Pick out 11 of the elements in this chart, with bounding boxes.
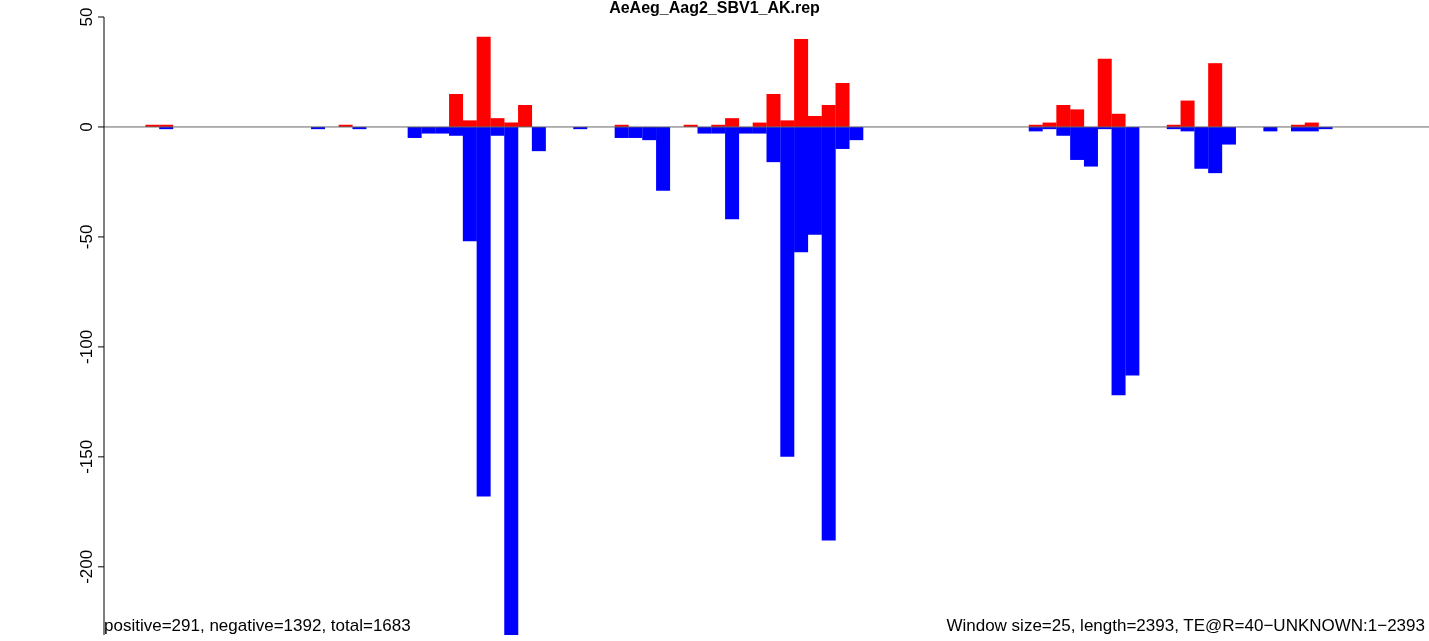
annotation: Window size=25, length=2393, TE@R=40−UNKNOWN:1−2393 xyxy=(946,616,1425,636)
y-tick-label: -100 xyxy=(77,329,96,364)
bar xyxy=(531,126,546,152)
bar xyxy=(1208,63,1223,127)
y-tick-label: 50 xyxy=(77,7,96,27)
chart-title: AeAeg_Aag2_SBV1_AK.rep xyxy=(609,0,820,16)
y-tick-label: 0 xyxy=(77,122,96,132)
annotation: positive=291, negative=1392, total=1683 xyxy=(104,616,411,636)
y-tick-label: -150 xyxy=(77,439,96,474)
y-tick-label: -50 xyxy=(77,224,96,250)
y-tick-label: -200 xyxy=(77,549,96,584)
